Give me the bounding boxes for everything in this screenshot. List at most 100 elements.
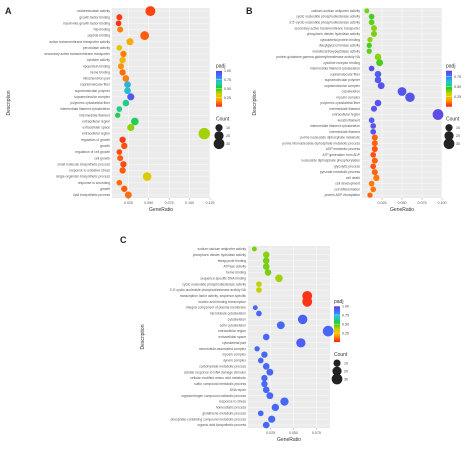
term-label: integral component of plasma membrane bbox=[186, 306, 246, 310]
data-point bbox=[131, 117, 139, 126]
data-point bbox=[370, 105, 378, 112]
term-label: purine nucleoside diphosphate metabolic bbox=[300, 136, 360, 140]
data-point bbox=[374, 76, 382, 84]
x-tick-label: 0.075 bbox=[312, 431, 321, 435]
data-point bbox=[121, 185, 128, 192]
term-label: small molecule biosynthetic process bbox=[57, 162, 110, 166]
term-label: growth factor binding bbox=[79, 15, 110, 19]
data-point bbox=[127, 93, 135, 101]
term-label: peptide binding bbox=[88, 34, 111, 38]
count-legend-dot bbox=[333, 359, 341, 367]
data-point bbox=[377, 82, 385, 90]
data-point bbox=[116, 179, 123, 186]
term-label: sequence-specific DNA binding bbox=[200, 276, 246, 280]
count-legend-dot bbox=[214, 131, 224, 141]
data-point bbox=[405, 92, 415, 103]
data-point bbox=[297, 314, 308, 325]
term-label: cytoskeletal part bbox=[222, 341, 246, 345]
term-label: extracellular region bbox=[82, 119, 110, 123]
data-point bbox=[124, 191, 132, 199]
padj-tick-label: 0.75 bbox=[342, 313, 349, 317]
term-label: cyclic nucleotide phosphodiesterase acti… bbox=[296, 15, 360, 19]
data-point bbox=[371, 157, 378, 164]
data-point bbox=[322, 325, 334, 337]
data-point bbox=[373, 174, 380, 182]
data-point bbox=[370, 30, 378, 37]
term-label: cell development bbox=[335, 182, 360, 186]
count-legend-title: Count bbox=[334, 352, 348, 358]
data-point bbox=[366, 42, 372, 49]
data-point bbox=[257, 410, 264, 417]
data-point bbox=[262, 386, 270, 394]
padj-legend: padj 0.25 0.50 0.75 1.00 bbox=[334, 299, 349, 343]
term-label: organic acid biosynthetic process bbox=[197, 423, 246, 427]
term-label: secondary active transmembrane transport… bbox=[44, 52, 111, 56]
term-label: regulation of cell growth bbox=[75, 150, 110, 154]
count-legend-dot bbox=[331, 373, 343, 385]
padj-tick-label: 0.50 bbox=[342, 322, 349, 326]
data-point bbox=[366, 48, 372, 54]
term-label: lipid biosynthetic process bbox=[73, 193, 110, 197]
data-point bbox=[368, 65, 375, 72]
count-legend-label: 20 bbox=[456, 134, 460, 138]
data-point bbox=[368, 180, 375, 187]
term-label: growth bbox=[100, 144, 110, 148]
padj-legend-title: padj bbox=[216, 64, 225, 70]
term-label: Nip binding bbox=[94, 28, 111, 32]
data-point bbox=[119, 69, 126, 76]
x-tick-label: 0.075 bbox=[165, 201, 174, 205]
x-tick-label: 0.075 bbox=[418, 201, 427, 205]
data-point bbox=[116, 149, 123, 155]
term-label: lipoprotein binding bbox=[83, 64, 110, 68]
data-point bbox=[117, 155, 124, 162]
data-point bbox=[262, 251, 270, 259]
term-label: intermediate filament bbox=[329, 130, 360, 134]
data-point bbox=[262, 421, 270, 429]
data-point bbox=[268, 415, 276, 423]
data-point bbox=[371, 140, 378, 147]
data-point bbox=[276, 321, 285, 330]
count-legend-dot bbox=[445, 124, 453, 132]
data-point bbox=[127, 123, 135, 132]
term-label: cytoskeletal protein binding bbox=[320, 38, 360, 42]
count-legend-title: Count bbox=[446, 117, 460, 123]
count-legend-dot bbox=[215, 124, 223, 132]
data-point bbox=[432, 109, 444, 120]
data-point bbox=[115, 112, 121, 118]
term-label: supramolecular polymer bbox=[325, 78, 361, 82]
term-label: myosin complex bbox=[336, 95, 360, 99]
data-point bbox=[256, 287, 262, 293]
padj-tick-label: 1.00 bbox=[342, 304, 349, 308]
data-point bbox=[364, 8, 370, 14]
x-tick-label: 0.025 bbox=[266, 431, 275, 435]
data-point bbox=[368, 19, 375, 26]
term-label: intermediate filament cytoskeleton bbox=[60, 107, 110, 111]
data-point bbox=[296, 338, 306, 348]
data-point bbox=[368, 117, 375, 124]
data-point bbox=[261, 380, 268, 388]
padj-tick-label: 0.25 bbox=[342, 331, 349, 335]
term-label: intermediate filament cytoskeleton bbox=[310, 67, 360, 71]
term-label: cell death bbox=[346, 176, 360, 180]
term-label: diacylglycerol kinase activity bbox=[319, 44, 361, 48]
y-axis-title: Description bbox=[6, 90, 12, 115]
term-label: 3',5'-cyclic-nucleotide phosphodiesteras… bbox=[170, 288, 247, 292]
term-label: nucleic acid binding transcription bbox=[198, 300, 246, 304]
padj-tick-label: 0.75 bbox=[454, 75, 461, 79]
panel-letter: A bbox=[5, 6, 12, 16]
term-label: extracellular region bbox=[82, 132, 110, 136]
data-point bbox=[124, 87, 131, 95]
data-point bbox=[374, 53, 382, 61]
term-label: oxidoreductase activity bbox=[77, 9, 111, 13]
data-point bbox=[397, 87, 407, 96]
term-label: single-organism biosynthetic process bbox=[56, 175, 110, 179]
term-label: DNA repair bbox=[230, 388, 247, 392]
term-label: sulfur compound metabolic process bbox=[194, 382, 246, 386]
term-label: organonitrogen compound catabolic proces… bbox=[181, 394, 246, 398]
panel-letter: C bbox=[120, 235, 127, 245]
padj-tick-label: 0.25 bbox=[224, 96, 231, 100]
count-legend: Count 10 20 30 bbox=[443, 117, 460, 150]
data-point bbox=[367, 37, 373, 43]
term-label: homeostatic process bbox=[216, 406, 247, 410]
